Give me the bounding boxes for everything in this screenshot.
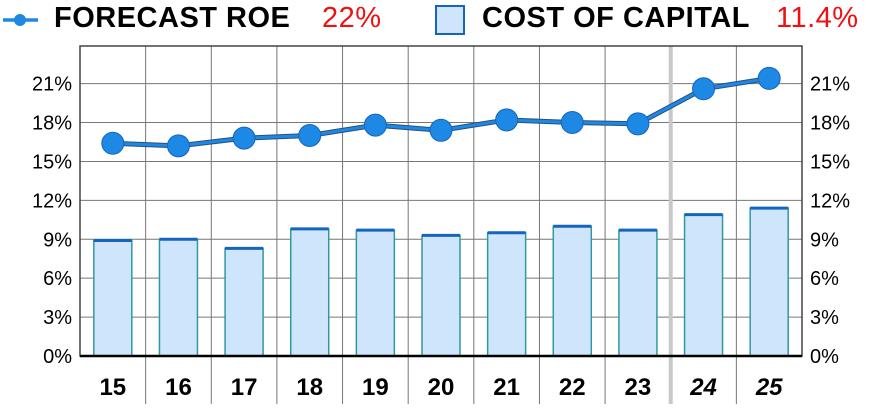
x-tick-label: 24 (689, 374, 717, 401)
x-tick-label: 18 (296, 374, 323, 401)
y-tick-label-right: 18% (810, 113, 850, 135)
cost-of-capital-bar (552, 225, 593, 357)
cost-of-capital-bar (355, 229, 396, 357)
cost-of-capital-bar (618, 229, 658, 357)
roe-point (495, 108, 519, 132)
roe-point (429, 118, 453, 142)
legend-swatches (3, 5, 465, 35)
y-tick-label-right: 3% (810, 307, 839, 329)
legend-roe-label: FORECAST ROE (54, 2, 291, 34)
cost-of-capital-bar (224, 247, 264, 357)
roe-point (757, 66, 781, 90)
roe-point (692, 77, 716, 101)
y-tick-label-right: 21% (810, 74, 850, 96)
y-tick-label-right: 0% (810, 346, 839, 368)
x-tick-label: 15 (99, 374, 126, 401)
y-tick-label-left: 3% (43, 307, 72, 329)
legend-capital-label: COST OF CAPITAL (482, 2, 750, 34)
legend-capital-value: 11.4% (776, 2, 859, 34)
x-tick-label: 23 (625, 374, 652, 401)
y-tick-label-right: 9% (810, 229, 839, 251)
legend-bar-swatch (435, 5, 465, 35)
cost-of-capital-bar (421, 234, 461, 357)
cost-of-capital-bar (749, 207, 789, 357)
y-tick-label-left: 21% (32, 74, 72, 96)
roe-point (298, 123, 322, 147)
y-tick-label-left: 0% (43, 346, 72, 368)
y-tick-label-right: 12% (810, 190, 850, 212)
x-tick-label: 22 (559, 374, 586, 401)
roe-point (101, 131, 125, 155)
y-tick-label-right: 6% (810, 268, 839, 290)
legend-roe-value: 22% (322, 2, 382, 34)
y-tick-label-left: 6% (43, 268, 72, 290)
cost-of-capital-bar (486, 232, 527, 357)
roe-point (560, 111, 584, 135)
x-tick-label: 17 (231, 374, 258, 401)
x-tick-label: 16 (165, 374, 192, 401)
roe-point (232, 126, 256, 150)
x-tick-label: 20 (428, 374, 455, 401)
roe-point (626, 112, 650, 136)
roe-point (363, 113, 387, 137)
x-tick-label: 21 (493, 374, 520, 401)
x-tick-label: 19 (362, 374, 389, 401)
x-tick-label: 25 (755, 374, 783, 401)
y-tick-label-left: 9% (43, 229, 72, 251)
y-tick-label-left: 12% (32, 190, 72, 212)
cost-of-capital-bar (158, 238, 199, 357)
cost-of-capital-bar (93, 239, 133, 357)
chart-legend: FORECAST ROE 22% COST OF CAPITAL 11.4% (0, 0, 884, 44)
cost-of-capital-bar (683, 213, 724, 357)
cost-of-capital-bar (289, 228, 330, 357)
legend-marker-swatch (14, 14, 26, 26)
y-tick-label-right: 15% (810, 151, 850, 173)
y-tick-label-left: 18% (32, 113, 72, 135)
roe-point (166, 134, 190, 158)
y-tick-label-left: 15% (32, 151, 72, 173)
